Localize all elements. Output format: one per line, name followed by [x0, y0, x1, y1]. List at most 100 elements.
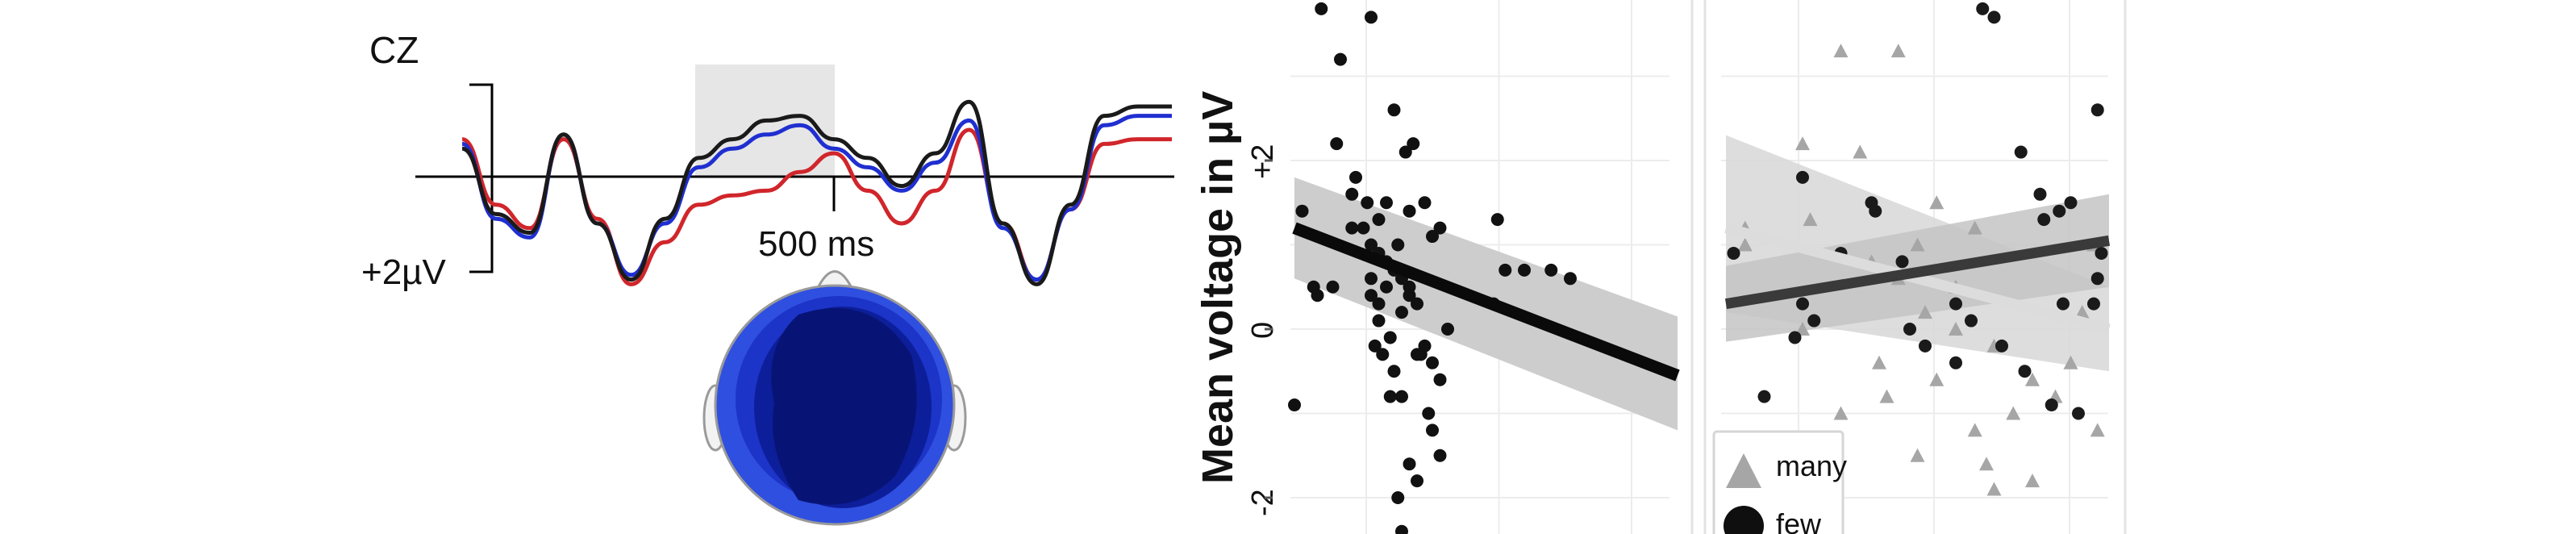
scatter-point — [1422, 407, 1436, 420]
scatter-point — [1544, 263, 1558, 277]
scatter-point-few — [2053, 204, 2066, 218]
scatter-point-few — [1965, 314, 1978, 327]
scatter-point — [1433, 221, 1447, 235]
scatter-point — [1395, 306, 1408, 319]
erp-panel: CZ +2µV 500 ms — [361, 29, 1174, 292]
legend-marker-few — [1724, 506, 1764, 534]
scatter-point — [1426, 230, 1439, 244]
left-scatter-points — [1288, 2, 1577, 534]
scatter-point — [1380, 196, 1393, 210]
scatter-point-few — [2045, 398, 2058, 412]
scatter-point — [1365, 10, 1378, 24]
scatter-point — [1345, 187, 1359, 201]
scatter-point-few — [1727, 246, 1740, 260]
scatter-point-few — [1807, 314, 1821, 327]
scatter-point-many — [2090, 423, 2105, 437]
scatter-point — [1398, 145, 1412, 159]
scatter-point — [1403, 280, 1416, 294]
scatter-point-many — [2025, 372, 2040, 386]
scatter-point-many — [1967, 423, 1982, 437]
scatter-point-few — [1788, 331, 1802, 344]
electrode-label: CZ — [369, 29, 419, 71]
right-scatter-points — [1727, 2, 2108, 496]
scatter-point — [1365, 272, 1378, 286]
scatter-point — [1391, 238, 1405, 252]
scatter-point — [1380, 280, 1393, 294]
scatter-point-many — [1833, 406, 1849, 420]
head-zone-core — [771, 307, 917, 505]
scatter-point-many — [1853, 144, 1868, 159]
erp-waveforms — [461, 99, 1172, 286]
scatter-point-many — [2063, 355, 2078, 369]
scatter-point — [1383, 390, 1397, 403]
scatter-point-few — [2090, 272, 2104, 286]
scatter-point — [1490, 213, 1504, 227]
scatter-point-few — [2072, 407, 2085, 420]
scatter-point-many — [1879, 389, 1894, 403]
scatter-point-many — [1929, 195, 1945, 210]
scatter-point — [1372, 297, 1386, 311]
scatter-point — [1403, 204, 1416, 218]
scatter-point-many — [2025, 474, 2040, 488]
head-nose — [817, 270, 852, 287]
scatter-point — [1376, 348, 1390, 361]
voltage-scale-label: +2µV — [361, 252, 447, 292]
right-regression-line-many — [1724, 223, 2111, 335]
scatter-point-few — [1865, 196, 1878, 210]
scatter-point-few — [2014, 145, 2028, 159]
scatter-point-few — [1949, 356, 1962, 369]
scatter-point — [1330, 137, 1344, 151]
legend-label-few: few — [1776, 507, 1822, 534]
scatter-point — [1349, 170, 1362, 184]
erp-scale-bar — [469, 83, 494, 273]
scatter-point-few — [1796, 297, 1809, 311]
scatter-point — [1365, 289, 1378, 302]
legend: many few — [1712, 430, 1847, 534]
scatter-point — [1372, 314, 1386, 327]
erp-waveform-0 — [461, 99, 1172, 286]
scatter-point-few — [1987, 10, 2001, 24]
scatter-point — [1361, 196, 1374, 210]
scatter-point-many — [1910, 237, 1925, 252]
scatter-point-few — [2064, 196, 2078, 210]
scatter-point-many — [1910, 448, 1925, 462]
right-regression-line-few — [1724, 235, 2111, 310]
scatter-point — [1407, 137, 1420, 151]
y-tick-label-0: 0 — [1246, 322, 1280, 339]
scatter-point — [1365, 238, 1378, 252]
scatter-point-many — [1929, 372, 1945, 386]
time-scale-label: 500 ms — [758, 224, 874, 264]
scatter-point — [1395, 390, 1408, 403]
scatter-point-many — [1795, 322, 1810, 336]
scatter-point-few — [2037, 213, 2051, 227]
scatter-point — [1307, 280, 1320, 294]
scatter-left-grid — [1290, 0, 1669, 534]
scatter-point — [1372, 213, 1386, 227]
scatter-point — [1426, 423, 1439, 437]
scatter-point — [1433, 373, 1447, 386]
scatter-point — [1414, 348, 1428, 361]
scatter-point-many — [1795, 136, 1810, 151]
scatter-point — [1433, 448, 1447, 462]
topographic-map — [702, 270, 967, 526]
scatter-point — [1326, 280, 1340, 294]
scatter-point-few — [2087, 297, 2100, 311]
legend-label-many: many — [1776, 449, 1847, 482]
scatter-point-many — [1979, 457, 1994, 471]
scatter-point-few — [1949, 297, 1962, 311]
scatter-point — [1426, 356, 1439, 369]
scatter-point-few — [2033, 187, 2047, 201]
scatter-point-many — [1890, 44, 1906, 58]
scatter-point — [1564, 272, 1577, 286]
scatter-point-many — [1918, 305, 1932, 319]
scatter-point-many — [1737, 237, 1753, 252]
scatter-point-many — [1833, 44, 1849, 58]
scatter-point-many — [2006, 406, 2021, 420]
scatter-point — [1315, 2, 1328, 15]
scatter-point-many — [2074, 305, 2090, 319]
scatter-point — [1411, 474, 1423, 488]
scatter-point-few — [2095, 246, 2108, 260]
scatter-point-many — [1803, 212, 1818, 227]
scatter-point-many — [1986, 482, 2002, 496]
